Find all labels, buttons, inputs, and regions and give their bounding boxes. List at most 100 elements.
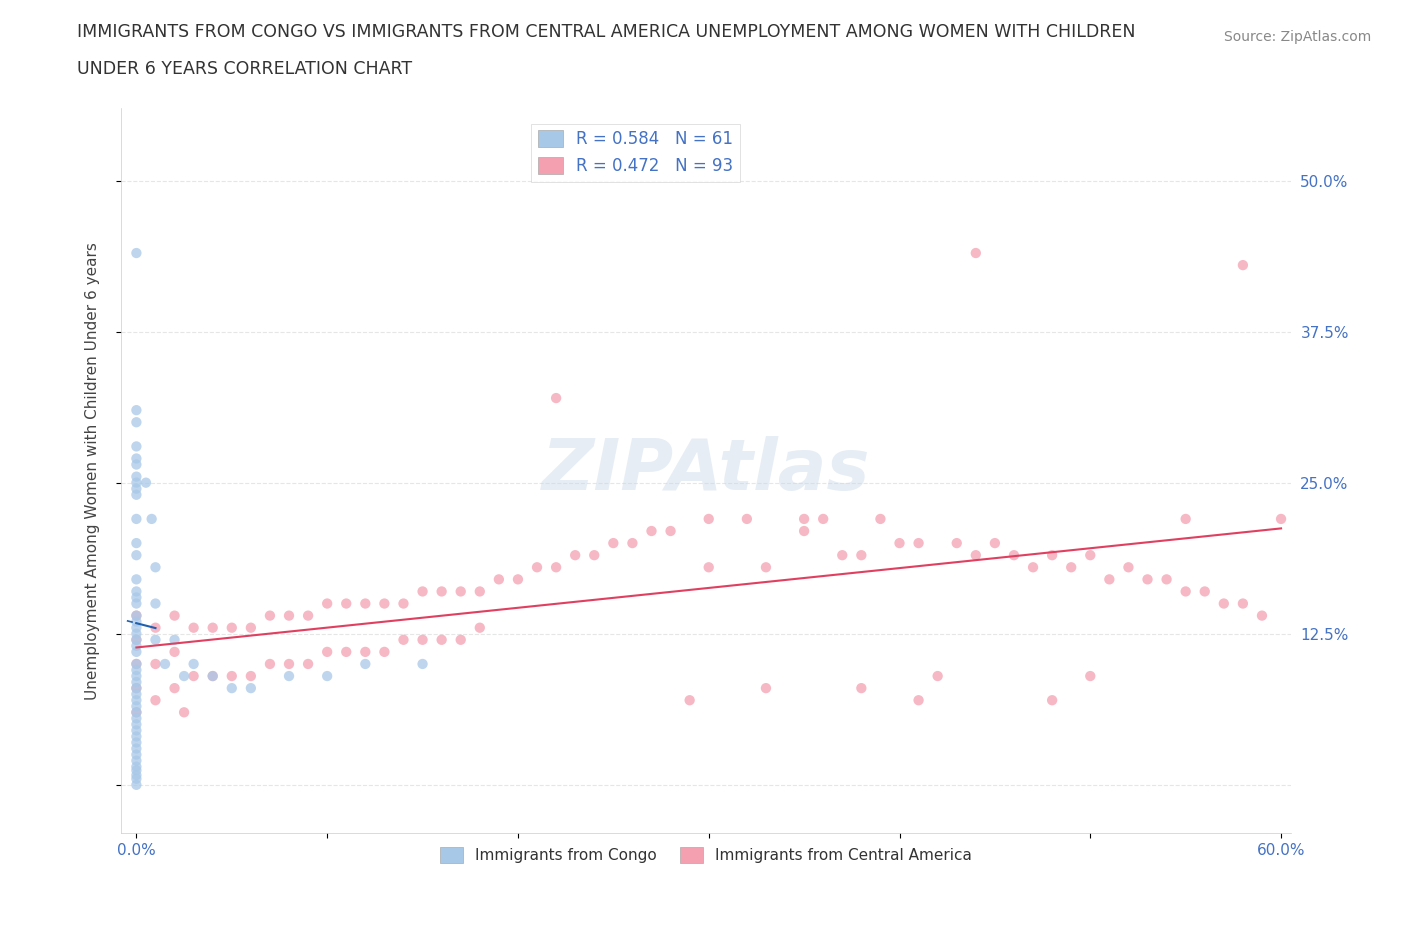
Point — [125, 657, 148, 671]
Point — [1078, 548, 1101, 563]
Point — [468, 584, 491, 599]
Point — [412, 632, 434, 647]
Point — [125, 482, 148, 497]
Legend: Immigrants from Congo, Immigrants from Central America: Immigrants from Congo, Immigrants from C… — [434, 841, 979, 869]
Point — [793, 524, 815, 538]
Point — [1174, 512, 1197, 526]
Point — [125, 596, 148, 611]
Point — [907, 536, 929, 551]
Point — [1022, 560, 1045, 575]
Point — [316, 596, 339, 611]
Point — [125, 729, 148, 744]
Point — [125, 711, 148, 725]
Point — [526, 560, 548, 575]
Point — [201, 669, 224, 684]
Point — [125, 451, 148, 466]
Point — [1060, 560, 1083, 575]
Point — [335, 644, 357, 659]
Point — [640, 524, 662, 538]
Point — [125, 548, 148, 563]
Point — [602, 536, 624, 551]
Point — [125, 439, 148, 454]
Point — [1002, 548, 1025, 563]
Point — [125, 674, 148, 689]
Point — [201, 620, 224, 635]
Point — [125, 777, 148, 792]
Point — [354, 657, 377, 671]
Point — [173, 669, 195, 684]
Point — [546, 391, 568, 405]
Point — [125, 608, 148, 623]
Point — [811, 512, 834, 526]
Point — [173, 705, 195, 720]
Point — [851, 548, 873, 563]
Point — [488, 572, 510, 587]
Point — [145, 632, 167, 647]
Point — [125, 705, 148, 720]
Point — [125, 735, 148, 750]
Point — [1136, 572, 1159, 587]
Point — [125, 681, 148, 696]
Point — [392, 596, 415, 611]
Point — [297, 608, 319, 623]
Point — [392, 632, 415, 647]
Point — [125, 632, 148, 647]
Point — [506, 572, 529, 587]
Point — [546, 560, 568, 575]
Point — [125, 475, 148, 490]
Point — [145, 596, 167, 611]
Point — [316, 644, 339, 659]
Point — [1194, 584, 1216, 599]
Point — [965, 246, 987, 260]
Point — [125, 662, 148, 677]
Point — [1212, 596, 1234, 611]
Point — [125, 657, 148, 671]
Point — [927, 669, 949, 684]
Point — [125, 771, 148, 786]
Point — [221, 620, 243, 635]
Point — [412, 584, 434, 599]
Point — [755, 560, 778, 575]
Point — [239, 669, 262, 684]
Point — [907, 693, 929, 708]
Point — [125, 759, 148, 774]
Point — [125, 590, 148, 604]
Point — [125, 632, 148, 647]
Point — [1098, 572, 1121, 587]
Point — [183, 620, 205, 635]
Point — [239, 620, 262, 635]
Point — [145, 560, 167, 575]
Point — [125, 681, 148, 696]
Point — [1040, 693, 1063, 708]
Point — [965, 548, 987, 563]
Point — [201, 669, 224, 684]
Point — [125, 686, 148, 701]
Point — [1232, 258, 1254, 272]
Point — [183, 657, 205, 671]
Point — [125, 458, 148, 472]
Point — [869, 512, 891, 526]
Point — [125, 415, 148, 430]
Point — [564, 548, 586, 563]
Point — [163, 644, 186, 659]
Point — [221, 669, 243, 684]
Point — [697, 512, 720, 526]
Point — [125, 717, 148, 732]
Point — [125, 536, 148, 551]
Point — [125, 753, 148, 768]
Point — [145, 693, 167, 708]
Point — [450, 632, 472, 647]
Point — [679, 693, 702, 708]
Point — [125, 620, 148, 635]
Point — [125, 638, 148, 653]
Point — [297, 657, 319, 671]
Point — [1040, 548, 1063, 563]
Point — [659, 524, 682, 538]
Point — [125, 584, 148, 599]
Text: UNDER 6 YEARS CORRELATION CHART: UNDER 6 YEARS CORRELATION CHART — [77, 60, 412, 78]
Point — [125, 723, 148, 737]
Point — [125, 512, 148, 526]
Point — [278, 657, 301, 671]
Point — [125, 487, 148, 502]
Point — [125, 403, 148, 418]
